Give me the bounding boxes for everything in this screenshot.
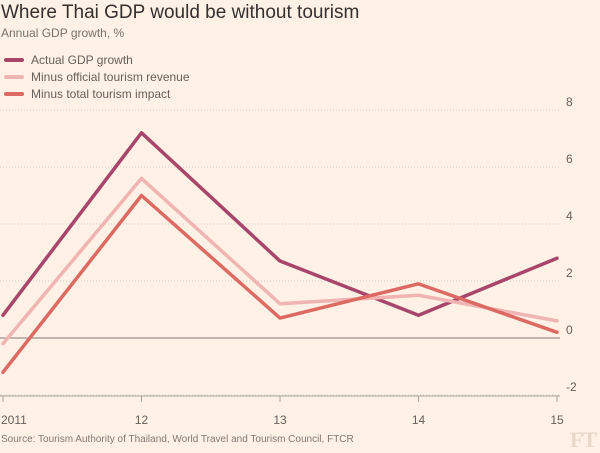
y-tick-label: 8: [566, 95, 573, 109]
x-tick-label: 2011: [1, 413, 27, 427]
x-tick-label: 12: [135, 413, 149, 427]
source-note: Source: Tourism Authority of Thailand, W…: [1, 434, 354, 445]
series-line-3: [3, 196, 557, 373]
y-tick-label: 4: [566, 209, 573, 223]
x-tick-label: 15: [550, 413, 564, 427]
y-tick-label: 0: [566, 323, 573, 337]
x-tick-label: 13: [273, 413, 287, 427]
y-tick-label: 6: [566, 152, 573, 166]
y-tick-label: 2: [566, 266, 573, 280]
x-tick-label: 14: [412, 413, 426, 427]
ft-logo: FT: [570, 427, 596, 453]
y-tick-label: -2: [566, 380, 577, 394]
